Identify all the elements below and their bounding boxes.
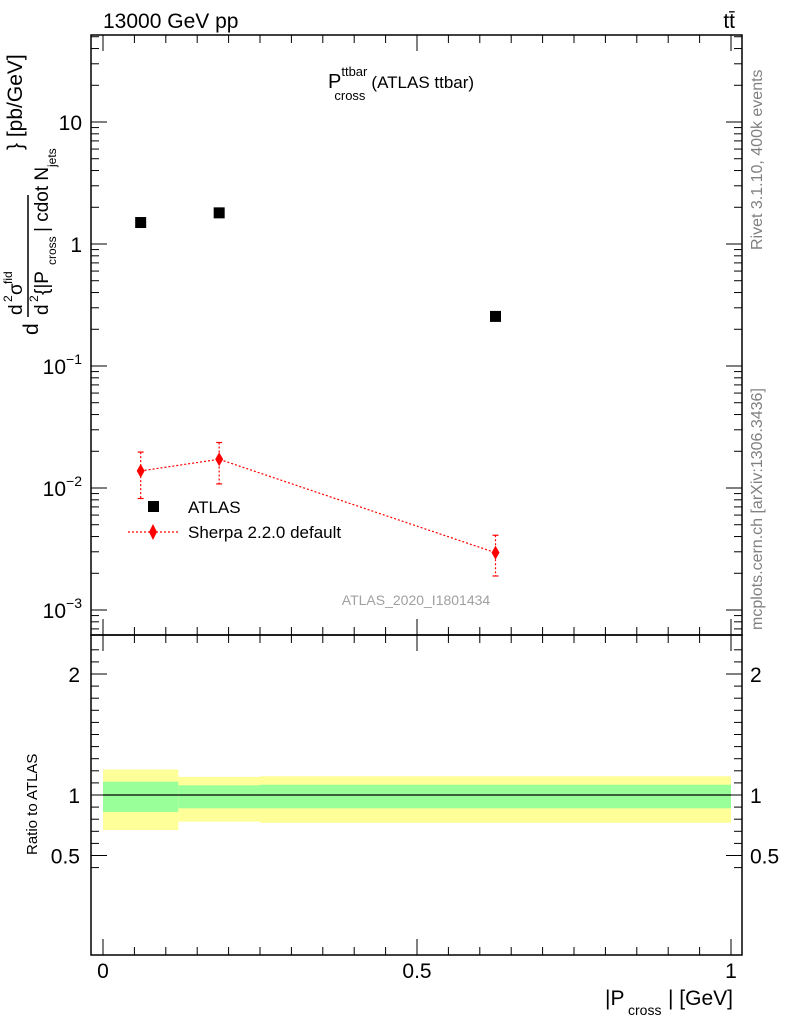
header-process-label: tt̄ (723, 10, 735, 33)
ratio-y-tick-label-left: 2 (68, 664, 80, 687)
x-tick-label: 1 (725, 960, 737, 983)
ratio-band-inner (260, 784, 731, 809)
y-tick-label: 10 (59, 112, 82, 135)
svg-text:fid: fid (1, 271, 15, 284)
svg-text:| [GeV]: | [GeV] (668, 987, 733, 1010)
mcplots-label: mcplots.cern.ch [arXiv:1306.3436] (749, 388, 766, 630)
ratio-band-inner (103, 781, 179, 812)
sherpa-data-point (215, 452, 224, 467)
atlas-data-point (490, 310, 501, 322)
svg-text:{|P: {|P (32, 271, 53, 295)
ratio-y-tick-label-left: 1 (68, 785, 80, 808)
atlas-data-point (135, 217, 147, 229)
main-y-axis-label: d d 2 σ fid d 2 {|P cross | cdot N jets … (1, 54, 59, 335)
svg-text:d: d (32, 304, 53, 315)
main-plot-title: Pttbar cross(ATLAS ttbar) (328, 64, 474, 103)
x-tick-label: 0.5 (402, 960, 431, 983)
y-tick-label: 10−2 (43, 473, 83, 501)
y-tick-label: 10−3 (43, 595, 83, 623)
ratio-y-tick-label-right: 0.5 (750, 846, 779, 869)
svg-text:cross: cross (45, 236, 59, 265)
legend-sherpa-marker (149, 524, 157, 540)
atlas-data-point (213, 207, 225, 219)
svg-text:} [pb/GeV]: } [pb/GeV] (4, 54, 27, 150)
svg-text:d: d (20, 323, 43, 335)
main-data-marks (135, 207, 501, 577)
svg-text:σ: σ (6, 283, 27, 295)
ratio-y-axis-label: Ratio to ATLAS (24, 754, 41, 855)
sherpa-data-point (136, 463, 145, 478)
legend: ATLAS Sherpa 2.2.0 default (128, 498, 341, 542)
svg-text:d: d (6, 304, 27, 315)
header-energy-label: 13000 GeV pp (103, 10, 238, 33)
sherpa-line (140, 458, 496, 554)
ratio-y-tick-label-right: 2 (750, 664, 762, 687)
svg-text:2: 2 (27, 295, 41, 302)
svg-text:jets: jets (45, 148, 59, 168)
x-tick-label: 0 (97, 960, 109, 983)
legend-atlas-marker (148, 501, 159, 512)
svg-text:| cdot N: | cdot N (32, 167, 53, 232)
ratio-bands (103, 769, 731, 831)
analysis-watermark: ATLAS_2020_I1801434 (342, 592, 491, 608)
rivet-version-label: Rivet 3.1.10, 400k events (749, 69, 766, 250)
y-tick-label: 10−1 (43, 351, 83, 379)
main-axis-ticks: 10−3 10−2 10−1 1 10 (43, 35, 742, 635)
ratio-y-tick-label-left: 0.5 (51, 846, 80, 869)
y-tick-label: 1 (70, 234, 82, 257)
svg-text:cross: cross (628, 1002, 661, 1018)
svg-text:|P: |P (605, 987, 624, 1010)
sherpa-data-point (491, 545, 500, 560)
ratio-axis-ticks: 0.5 0.5 1 1 2 2 0 0.5 1 (51, 635, 779, 983)
svg-text:2: 2 (1, 295, 15, 302)
ratio-band-inner (178, 785, 260, 809)
legend-sherpa-label: Sherpa 2.2.0 default (188, 523, 341, 542)
legend-atlas-label: ATLAS (188, 498, 241, 517)
main-panel-frame (90, 34, 743, 636)
x-axis-label: |P cross | [GeV] (605, 987, 733, 1018)
ratio-y-tick-label-right: 1 (750, 785, 762, 808)
